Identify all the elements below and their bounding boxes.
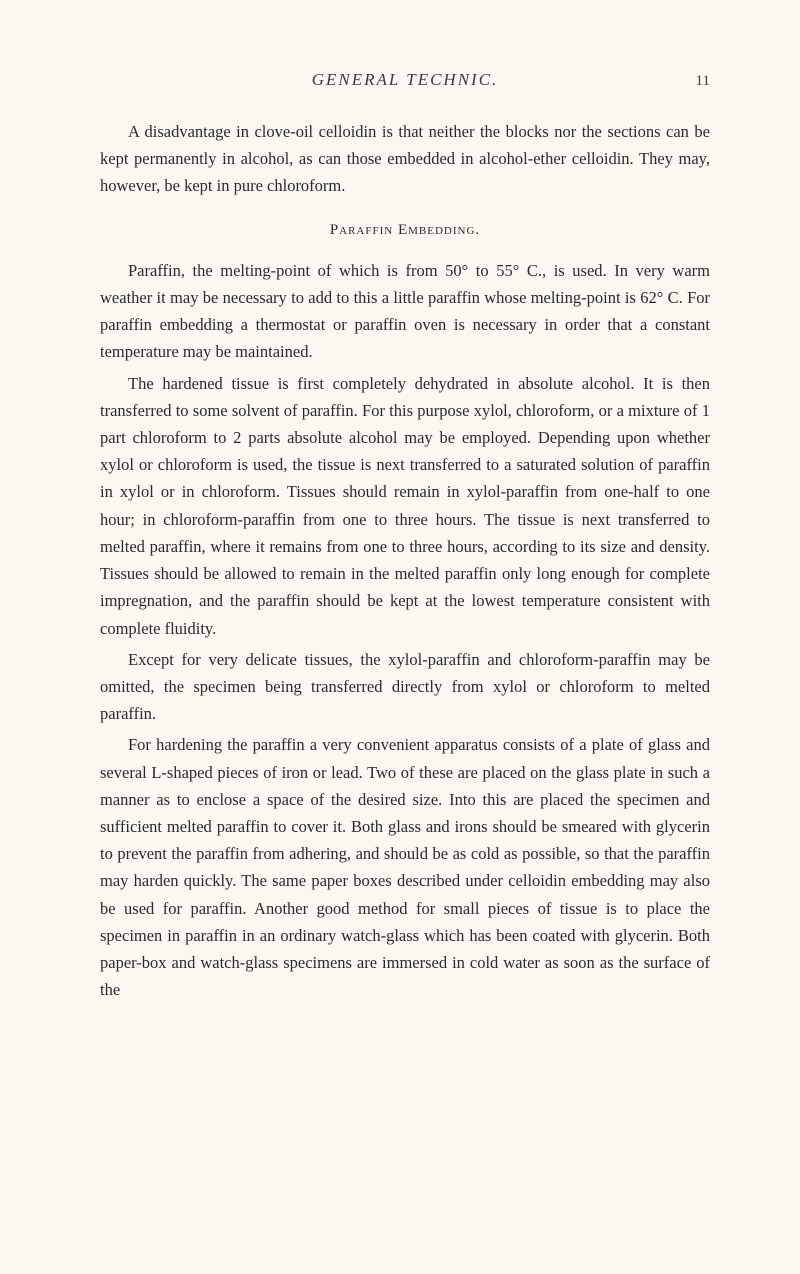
body-paragraph-2: The hardened tissue is first completely … [100,370,710,642]
intro-paragraph: A disadvantage in clove-oil celloidin is… [100,118,710,200]
section-heading: Paraffin Embedding. [100,222,710,239]
body-paragraph-4: For hardening the paraffin a very conven… [100,731,710,1003]
page-number: 11 [680,73,710,90]
body-paragraph-3: Except for very delicate tissues, the xy… [100,646,710,728]
running-title: GENERAL TECHNIC. [130,70,680,90]
page-header: GENERAL TECHNIC. 11 [100,70,710,90]
body-paragraph-1: Paraffin, the melting-point of which is … [100,257,710,366]
